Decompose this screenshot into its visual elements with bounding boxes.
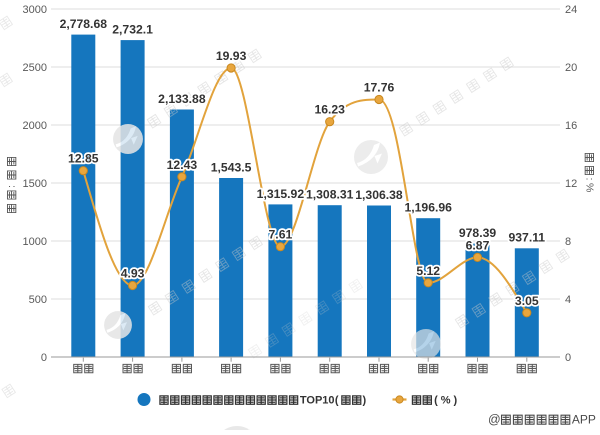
svg-text:): ) [363, 394, 367, 406]
svg-text:1500: 1500 [23, 178, 47, 190]
svg-text:1,308.31: 1,308.31 [306, 188, 354, 202]
svg-text:2,732.1: 2,732.1 [112, 23, 153, 37]
svg-text:@: @ [488, 413, 501, 427]
svg-text:1,306.38: 1,306.38 [355, 188, 403, 202]
svg-text:2000: 2000 [23, 120, 47, 132]
svg-text:24: 24 [565, 4, 577, 16]
svg-text:20: 20 [565, 62, 577, 74]
svg-text:4.93: 4.93 [121, 267, 145, 281]
svg-text:0: 0 [565, 352, 571, 364]
svg-text::: : [584, 178, 596, 181]
svg-text:500: 500 [29, 294, 47, 306]
svg-text:978.39: 978.39 [459, 226, 496, 240]
svg-text:0: 0 [41, 352, 47, 364]
svg-text:19.93: 19.93 [216, 49, 247, 63]
svg-text:2500: 2500 [23, 62, 47, 74]
svg-text:7.61: 7.61 [269, 228, 293, 242]
svg-text:3000: 3000 [23, 4, 47, 16]
svg-text:17.76: 17.76 [364, 81, 395, 95]
svg-text:APP: APP [572, 413, 596, 427]
svg-text:6.87: 6.87 [466, 238, 490, 252]
svg-text:(%): (%) [434, 394, 460, 406]
svg-text:12.43: 12.43 [167, 158, 198, 172]
svg-text:2,778.68: 2,778.68 [60, 17, 108, 31]
svg-text:1000: 1000 [23, 236, 47, 248]
svg-text:(: ( [335, 394, 339, 406]
svg-text:TOP10: TOP10 [300, 394, 335, 406]
svg-text:%: % [584, 183, 596, 192]
svg-text:937.11: 937.11 [508, 231, 545, 245]
svg-text:3.05: 3.05 [515, 294, 539, 308]
svg-text:16.23: 16.23 [314, 103, 345, 117]
svg-text:12.85: 12.85 [68, 152, 99, 166]
svg-text:16: 16 [565, 120, 577, 132]
svg-text:2,133.88: 2,133.88 [158, 92, 206, 106]
svg-text:8: 8 [565, 236, 571, 248]
svg-text:5.12: 5.12 [416, 264, 440, 278]
svg-text::: : [6, 185, 18, 188]
svg-text:1,196.96: 1,196.96 [404, 201, 452, 215]
svg-text:4: 4 [565, 294, 571, 306]
svg-text:12: 12 [565, 178, 577, 190]
svg-text:1,315.92: 1,315.92 [257, 187, 305, 201]
svg-text:1,543.5: 1,543.5 [211, 160, 252, 174]
